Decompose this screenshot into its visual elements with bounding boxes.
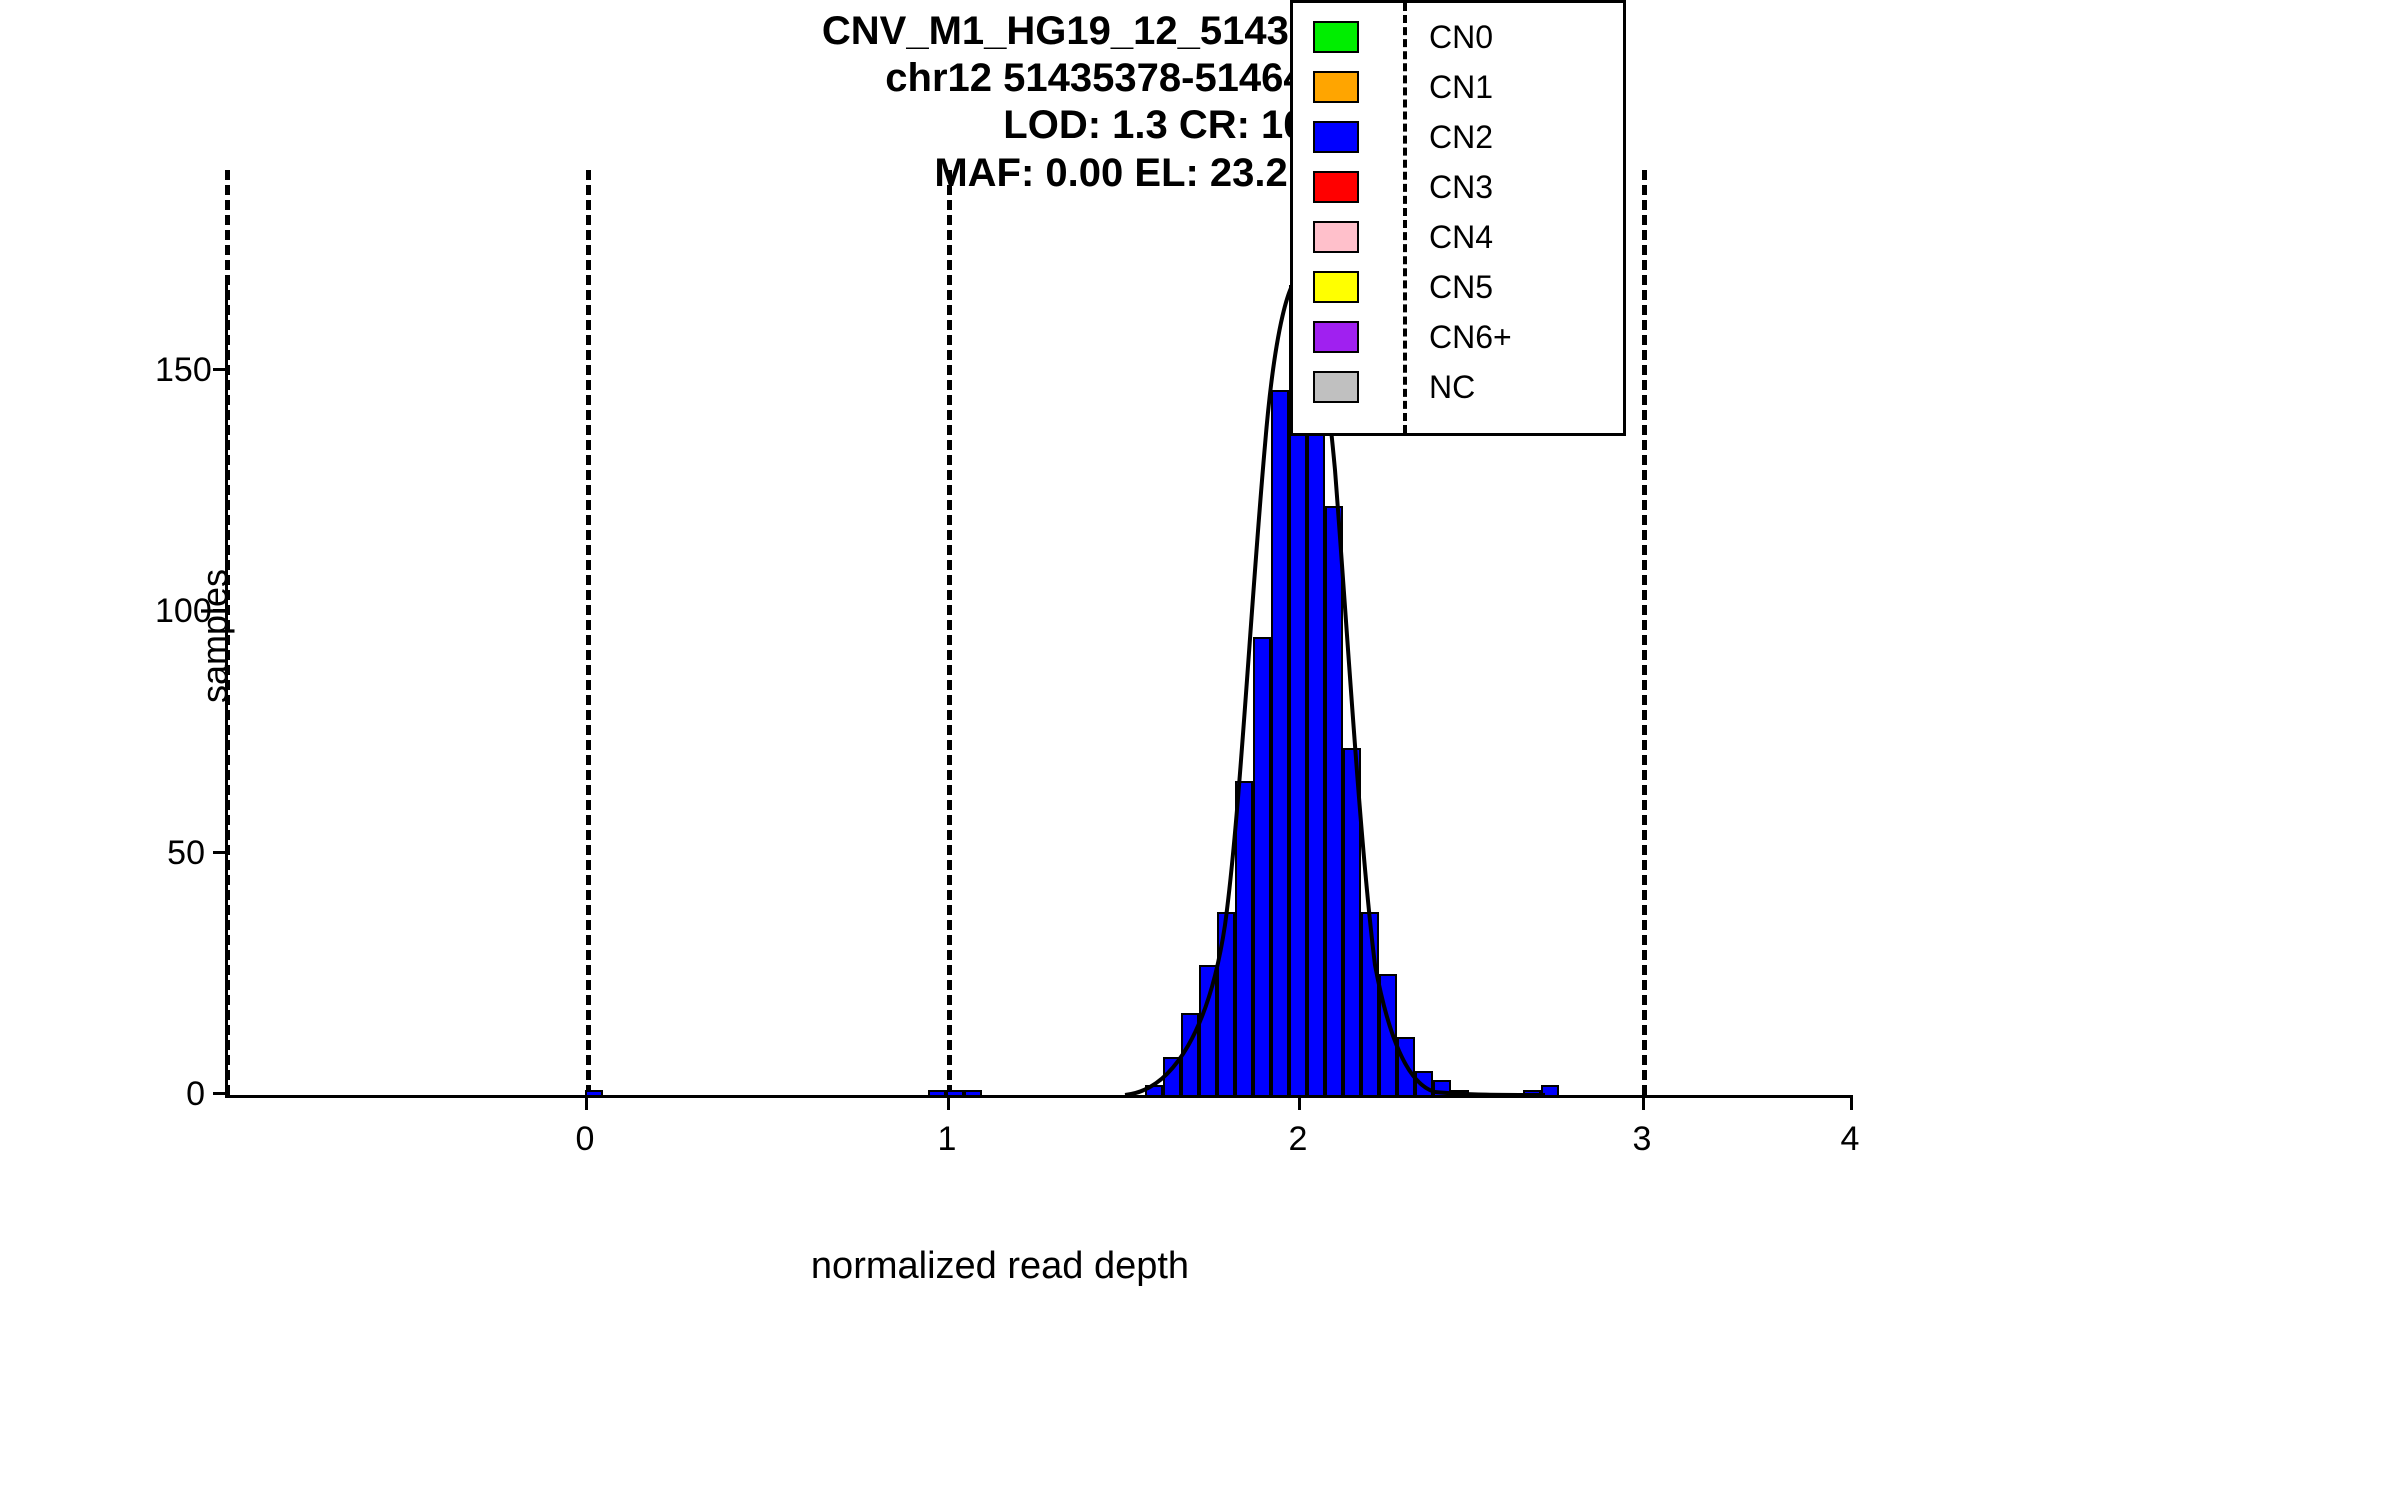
legend-label-cn1: CN1 (1429, 69, 1493, 106)
hist-bar (1343, 748, 1361, 1095)
y-tick-label-150: 150 (155, 351, 205, 390)
x-tick-label-1: 1 (917, 1120, 977, 1159)
x-tick-label-4: 4 (1820, 1120, 1880, 1159)
hist-bar (1397, 1037, 1415, 1095)
hist-bar (1199, 965, 1217, 1095)
hist-bar (1379, 974, 1397, 1095)
legend-swatch-cn2 (1313, 121, 1359, 153)
hist-bar (1271, 390, 1289, 1095)
legend-swatch-cn3 (1313, 171, 1359, 203)
legend-row-cn3: CN3 (1313, 163, 1613, 211)
title-line3: LOD: 1.3 CR: 100.0% (0, 102, 2400, 149)
chart-root: CNV_M1_HG19_12_51435377_51464887 chr12 5… (0, 0, 2400, 1500)
x-axis-line (225, 1095, 1850, 1098)
hist-bar (1415, 1071, 1433, 1095)
x-tick-label-0: 0 (555, 1120, 615, 1159)
y-tick-0 (213, 1092, 228, 1095)
y-axis-label: samples (194, 511, 236, 761)
hist-bar (1325, 506, 1343, 1095)
x-tick-0 (585, 1095, 588, 1110)
legend-swatch-cn0 (1313, 21, 1359, 53)
title-line4: MAF: 0.00 EL: 23.2Kb 78.8% (0, 150, 2400, 197)
hist-bar (1181, 1013, 1199, 1095)
legend-row-cn4: CN4 (1313, 213, 1613, 261)
hist-bar (1361, 912, 1379, 1095)
hist-bar (1433, 1080, 1451, 1095)
legend-swatch-nc (1313, 371, 1359, 403)
legend-row-nc: NC (1313, 363, 1613, 411)
legend-row-cn0: CN0 (1313, 13, 1613, 61)
x-tick-2 (1298, 1095, 1301, 1110)
legend-label-cn5: CN5 (1429, 269, 1493, 306)
x-tick-4 (1850, 1095, 1853, 1110)
y-tick-label-0: 0 (155, 1075, 205, 1114)
x-tick-1 (947, 1095, 950, 1110)
hist-bar (1253, 637, 1271, 1095)
legend-row-cn6plus: CN6+ (1313, 313, 1613, 361)
legend-swatch-cn1 (1313, 71, 1359, 103)
chart-title-block: CNV_M1_HG19_12_51435377_51464887 chr12 5… (0, 8, 2400, 197)
legend-label-cn4: CN4 (1429, 219, 1493, 256)
legend-swatch-cn6plus (1313, 321, 1359, 353)
x-tick-label-2: 2 (1268, 1120, 1328, 1159)
hist-bar (1145, 1085, 1163, 1095)
legend-label-cn2: CN2 (1429, 119, 1493, 156)
x-tick-3 (1642, 1095, 1645, 1110)
hist-bar (1541, 1085, 1559, 1095)
title-line2: chr12 51435378-51464887 29.5Kb (0, 55, 2400, 102)
legend-label-cn0: CN0 (1429, 19, 1493, 56)
legend-row-cn2: CN2 (1313, 113, 1613, 161)
legend-swatch-cn4 (1313, 221, 1359, 253)
y-tick-50 (213, 851, 228, 854)
hist-bar (1163, 1057, 1181, 1095)
hist-bar (1307, 328, 1325, 1095)
y-tick-label-50: 50 (155, 834, 205, 873)
title-line1: CNV_M1_HG19_12_51435377_51464887 (0, 8, 2400, 55)
legend-label-cn6plus: CN6+ (1429, 319, 1512, 356)
y-tick-150 (213, 368, 228, 371)
legend-label-cn3: CN3 (1429, 169, 1493, 206)
x-axis-label: normalized read depth (675, 1245, 1325, 1288)
x-tick-label-3: 3 (1612, 1120, 1672, 1159)
legend-row-cn1: CN1 (1313, 63, 1613, 111)
legend-row-cn5: CN5 (1313, 263, 1613, 311)
legend-box: CN0 CN1 CN2 CN3 CN4 CN5 CN6+ NC (1290, 0, 1626, 436)
legend-label-nc: NC (1429, 369, 1475, 406)
hist-bar (1235, 781, 1253, 1095)
legend-swatch-cn5 (1313, 271, 1359, 303)
hist-bar (1217, 912, 1235, 1095)
